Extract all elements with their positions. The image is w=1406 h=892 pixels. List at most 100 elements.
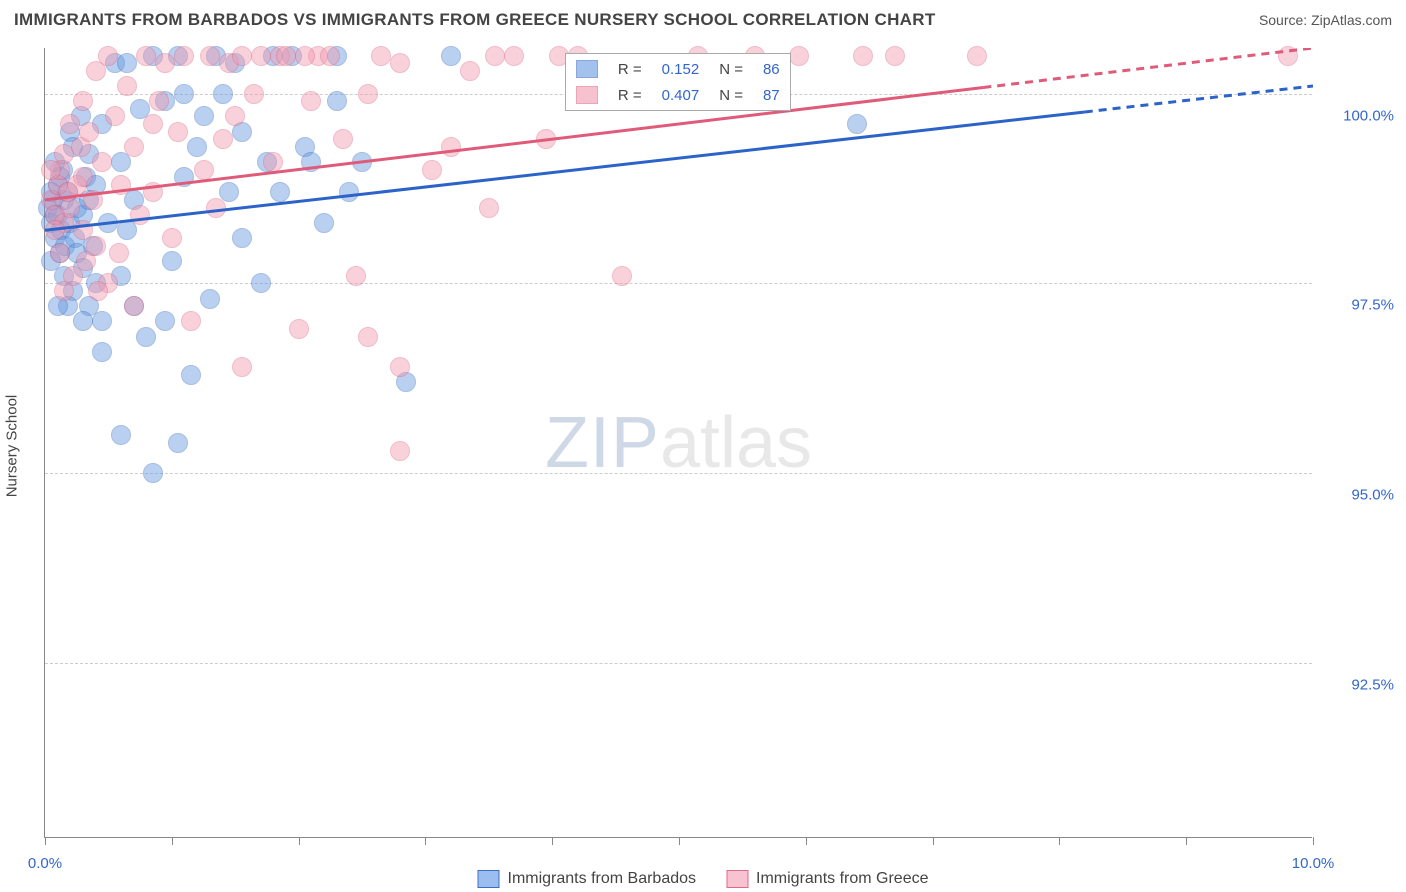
data-point: [479, 198, 499, 218]
data-point: [358, 84, 378, 104]
data-point: [98, 213, 118, 233]
watermark-part2: atlas: [660, 403, 812, 483]
data-point: [181, 311, 201, 331]
data-point: [174, 167, 194, 187]
data-point: [187, 137, 207, 157]
data-point: [441, 137, 461, 157]
legend-top: R = 0.152 N = 86 R = 0.407 N = 87: [565, 53, 791, 111]
data-point: [390, 441, 410, 461]
data-point: [251, 273, 271, 293]
data-point: [143, 463, 163, 483]
data-point: [54, 281, 74, 301]
data-point: [73, 91, 93, 111]
data-point: [117, 53, 137, 73]
data-point: [371, 46, 391, 66]
gridline-h: [45, 473, 1312, 474]
x-tick-label: 0.0%: [28, 855, 62, 872]
data-point: [301, 152, 321, 172]
data-point: [536, 129, 556, 149]
data-point: [485, 46, 505, 66]
legend-bottom: Immigrants from Barbados Immigrants from…: [478, 870, 929, 888]
data-point: [194, 160, 214, 180]
data-point: [263, 152, 283, 172]
data-point: [88, 281, 108, 301]
data-point: [174, 46, 194, 66]
data-point: [295, 46, 315, 66]
x-tick: [1059, 837, 1060, 845]
data-point: [149, 91, 169, 111]
chart-container: IMMIGRANTS FROM BARBADOS VS IMMIGRANTS F…: [0, 0, 1406, 892]
data-point: [390, 357, 410, 377]
x-tick: [552, 837, 553, 845]
data-point: [847, 114, 867, 134]
data-point: [45, 220, 65, 240]
data-point: [136, 327, 156, 347]
x-tick: [425, 837, 426, 845]
data-point: [352, 152, 372, 172]
data-point: [83, 190, 103, 210]
gridline-h: [45, 663, 1312, 664]
data-point: [206, 198, 226, 218]
data-point: [105, 106, 125, 126]
y-tick-label: 92.5%: [1324, 677, 1394, 694]
x-tick: [172, 837, 173, 845]
chart-source: Source: ZipAtlas.com: [1259, 12, 1392, 28]
data-point: [194, 106, 214, 126]
y-tick-label: 100.0%: [1324, 107, 1394, 124]
data-point: [789, 46, 809, 66]
data-point: [327, 91, 347, 111]
data-point: [124, 296, 144, 316]
legend-label-greece: Immigrants from Greece: [756, 870, 928, 888]
data-point: [270, 182, 290, 202]
data-point: [98, 46, 118, 66]
data-point: [885, 46, 905, 66]
x-tick: [679, 837, 680, 845]
x-tick: [933, 837, 934, 845]
data-point: [41, 160, 61, 180]
y-tick-label: 97.5%: [1324, 297, 1394, 314]
data-point: [60, 114, 80, 134]
data-point: [73, 167, 93, 187]
data-point: [168, 433, 188, 453]
data-point: [213, 84, 233, 104]
x-tick: [1186, 837, 1187, 845]
data-point: [143, 182, 163, 202]
legend-label-barbados: Immigrants from Barbados: [508, 870, 697, 888]
data-point: [60, 198, 80, 218]
x-tick-label: 10.0%: [1292, 855, 1335, 872]
data-point: [213, 129, 233, 149]
data-point: [200, 46, 220, 66]
data-point: [853, 46, 873, 66]
title-bar: IMMIGRANTS FROM BARBADOS VS IMMIGRANTS F…: [14, 10, 1392, 30]
data-point: [1278, 46, 1298, 66]
data-point: [79, 122, 99, 142]
data-point: [181, 365, 201, 385]
data-point: [358, 327, 378, 347]
chart-title: IMMIGRANTS FROM BARBADOS VS IMMIGRANTS F…: [14, 10, 936, 30]
data-point: [333, 129, 353, 149]
data-point: [276, 46, 296, 66]
data-point: [50, 243, 70, 263]
data-point: [244, 84, 264, 104]
data-point: [232, 357, 252, 377]
x-tick: [1313, 837, 1314, 845]
data-point: [346, 266, 366, 286]
legend-swatch-greece: [726, 870, 748, 888]
data-point: [111, 175, 131, 195]
data-point: [92, 152, 112, 172]
data-point: [130, 205, 150, 225]
data-point: [124, 137, 144, 157]
data-point: [232, 46, 252, 66]
data-point: [232, 228, 252, 248]
data-point: [73, 311, 93, 331]
data-point: [155, 311, 175, 331]
data-point: [289, 319, 309, 339]
x-tick: [299, 837, 300, 845]
legend-swatch-barbados: [478, 870, 500, 888]
data-point: [136, 46, 156, 66]
data-point: [162, 251, 182, 271]
data-point: [162, 228, 182, 248]
data-point: [301, 91, 321, 111]
data-point: [390, 53, 410, 73]
plot-area: ZIPatlas 92.5%95.0%97.5%100.0%0.0%10.0% …: [44, 48, 1312, 838]
